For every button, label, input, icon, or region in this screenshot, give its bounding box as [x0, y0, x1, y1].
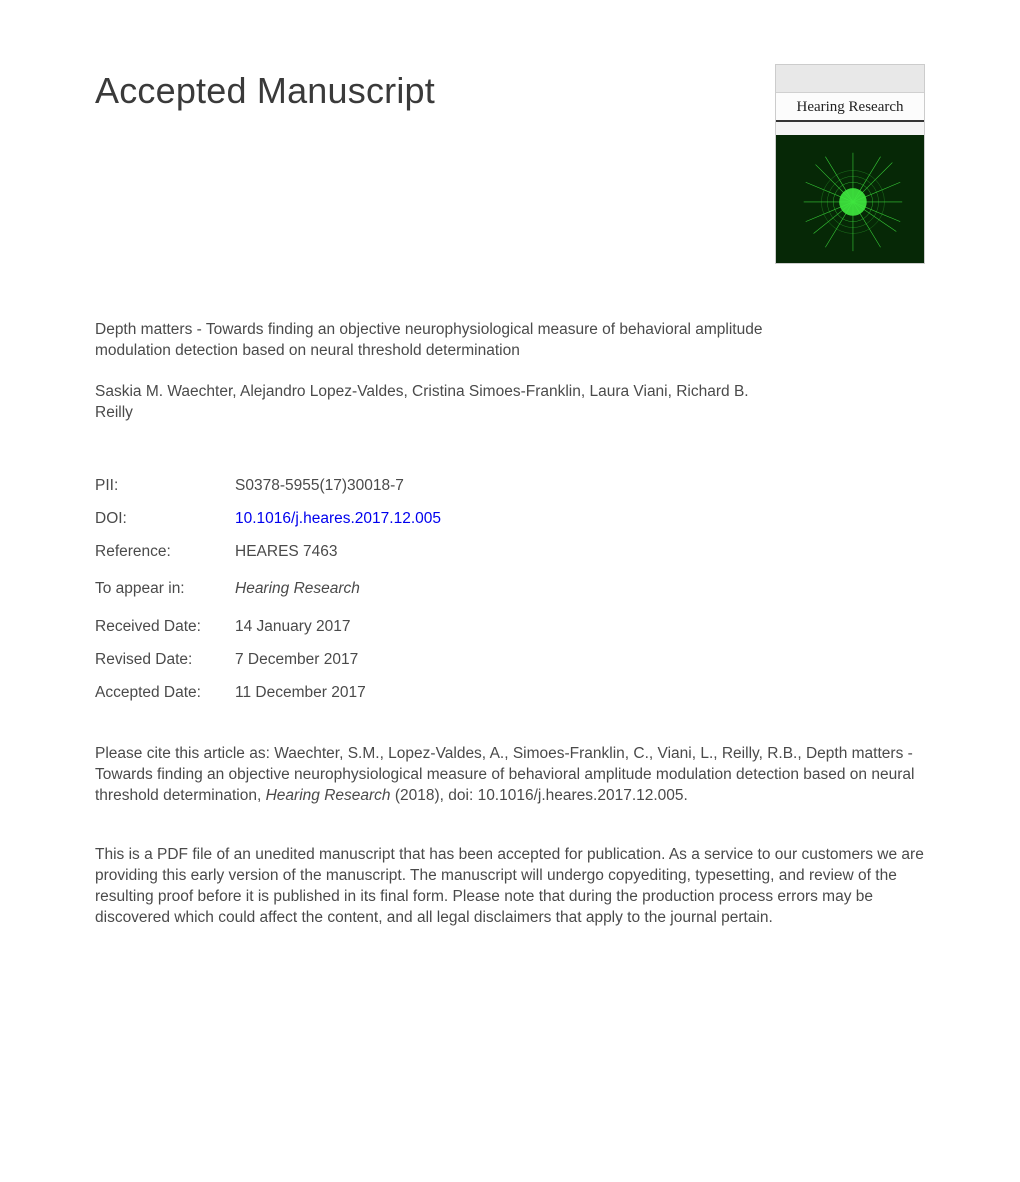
meta-row-pii: PII: S0378-5955(17)30018-7 — [95, 474, 925, 497]
meta-row-doi: DOI: 10.1016/j.heares.2017.12.005 — [95, 507, 925, 530]
article-authors: Saskia M. Waechter, Alejandro Lopez-Vald… — [95, 382, 775, 424]
meta-label-pii: PII: — [95, 474, 235, 497]
meta-row-revised: Revised Date: 7 December 2017 — [95, 648, 925, 671]
meta-label-doi: DOI: — [95, 507, 235, 530]
meta-row-reference: Reference: HEARES 7463 — [95, 540, 925, 563]
meta-value-revised: 7 December 2017 — [235, 648, 358, 671]
citation-text: Please cite this article as: Waechter, S… — [95, 744, 925, 807]
meta-value-reference: HEARES 7463 — [235, 540, 338, 563]
meta-row-to-appear: To appear in: Hearing Research — [95, 577, 925, 600]
doi-link[interactable]: 10.1016/j.heares.2017.12.005 — [235, 507, 441, 530]
meta-row-accepted: Accepted Date: 11 December 2017 — [95, 681, 925, 704]
citation-suffix: (2018), doi: 10.1016/j.heares.2017.12.00… — [391, 787, 688, 804]
cover-journal-title: Hearing Research — [776, 93, 924, 122]
meta-label-to-appear: To appear in: — [95, 577, 235, 600]
header-row: Accepted Manuscript Hearing Research — [95, 70, 925, 264]
disclaimer-text: This is a PDF file of an unedited manusc… — [95, 845, 925, 929]
meta-row-received: Received Date: 14 January 2017 — [95, 615, 925, 638]
meta-label-revised: Revised Date: — [95, 648, 235, 671]
meta-label-received: Received Date: — [95, 615, 235, 638]
accepted-manuscript-heading: Accepted Manuscript — [95, 70, 435, 112]
journal-cover-thumbnail: Hearing Research — [775, 64, 925, 264]
citation-journal: Hearing Research — [266, 787, 391, 804]
meta-value-received: 14 January 2017 — [235, 615, 350, 638]
meta-value-accepted: 11 December 2017 — [235, 681, 366, 704]
meta-label-reference: Reference: — [95, 540, 235, 563]
meta-value-pii: S0378-5955(17)30018-7 — [235, 474, 404, 497]
article-title: Depth matters - Towards finding an objec… — [95, 320, 775, 362]
meta-value-to-appear: Hearing Research — [235, 577, 360, 600]
cover-publisher-bar — [776, 65, 924, 93]
metadata-table: PII: S0378-5955(17)30018-7 DOI: 10.1016/… — [95, 474, 925, 705]
meta-label-accepted: Accepted Date: — [95, 681, 235, 704]
page-container: Accepted Manuscript Hearing Research — [0, 0, 1020, 929]
cover-art — [776, 135, 924, 263]
